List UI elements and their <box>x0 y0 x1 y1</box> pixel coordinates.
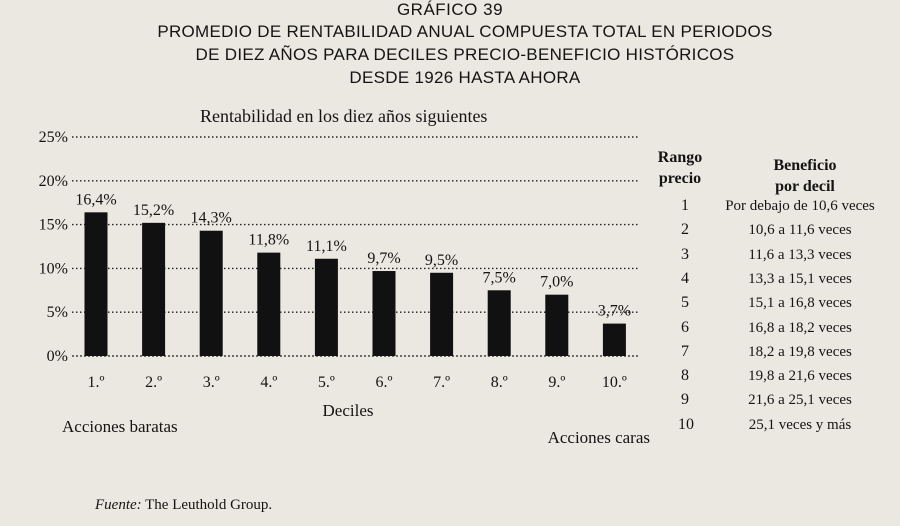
annotation-expensive-stocks: Acciones caras <box>548 428 650 447</box>
range-header-line-1: Beneficio <box>773 157 837 174</box>
bar-value-label: 3,7% <box>598 303 631 320</box>
source-text: The Leuthold Group. <box>145 497 273 513</box>
x-tick-label: 2.º <box>145 374 162 391</box>
bar-value-label: 9,7% <box>367 250 400 267</box>
bar <box>257 252 281 356</box>
chart-title-line-1: PROMEDIO DE RENTABILIDAD ANUAL COMPUESTA… <box>157 22 773 41</box>
bar <box>314 258 338 356</box>
bar-value-label: 7,5% <box>483 269 516 286</box>
y-tick-label: 15% <box>39 217 68 234</box>
legend-range: 13,3 a 15,1 veces <box>748 270 852 287</box>
x-tick-label: 8.º <box>491 374 508 391</box>
bar-value-label: 11,1% <box>306 238 347 255</box>
bar <box>487 290 511 356</box>
rank-header-line-2: precio <box>658 170 702 187</box>
x-tick-label: 5.º <box>318 374 335 391</box>
legend-rank: 7 <box>681 342 689 360</box>
x-tick-label: 6.º <box>376 374 393 391</box>
x-tick-label: 9.º <box>548 374 565 391</box>
bar-value-label: 14,3% <box>191 210 232 227</box>
x-tick-label: 3.º <box>203 374 220 391</box>
x-tick-label: 1.º <box>88 374 105 391</box>
legend-rank: 8 <box>681 367 689 385</box>
legend-range: 16,8 a 18,2 veces <box>748 319 852 336</box>
source-note: Fuente: The Leuthold Group. <box>95 497 272 514</box>
bar <box>602 323 626 356</box>
legend-rank: 5 <box>681 294 689 312</box>
y-tick-label: 10% <box>39 260 68 277</box>
y-tick-label: 25% <box>39 129 68 146</box>
y-tick-label: 20% <box>39 173 68 190</box>
annotation-cheap-stocks: Acciones baratas <box>62 417 178 436</box>
legend-range: Por debajo de 10,6 veces <box>725 198 875 214</box>
x-tick-label: 7.º <box>433 374 450 391</box>
legend-range: 10,6 a 11,6 veces <box>748 222 852 239</box>
y-tick-label: 5% <box>47 304 68 321</box>
chart-title-line-3: DESDE 1926 HASTA AHORA <box>349 68 581 87</box>
legend-range: 15,1 a 16,8 veces <box>748 295 852 312</box>
range-header-line-2: por decil <box>775 178 835 195</box>
x-axis-label: Deciles <box>323 401 374 420</box>
x-tick-label: 10.º <box>602 374 627 391</box>
legend-range: 25,1 veces y más <box>748 416 852 433</box>
bar-value-label: 7,0% <box>540 274 573 291</box>
bar-value-label: 9,5% <box>425 252 458 269</box>
legend-rank: 6 <box>681 318 689 336</box>
legend-rank: 10 <box>678 415 694 433</box>
x-tick-label: 4.º <box>260 374 277 391</box>
legend-rank: 2 <box>681 221 689 239</box>
legend-range: 19,8 a 21,6 veces <box>748 368 852 385</box>
legend-rank: 1 <box>681 197 689 214</box>
rank-column-header: Rango precio <box>650 147 710 189</box>
legend-rank: 3 <box>681 245 689 263</box>
bar <box>199 230 223 356</box>
chart-subtitle: Rentabilidad en los diez años siguientes <box>200 106 488 126</box>
legend-range: 21,6 a 25,1 veces <box>748 392 852 409</box>
bar <box>372 271 396 356</box>
bar <box>430 272 454 356</box>
rank-header-line-1: Rango <box>657 149 703 166</box>
legend-range: 11,6 a 13,3 veces <box>748 246 852 263</box>
bar-value-label: 16,4% <box>75 191 116 208</box>
bar-value-label: 15,2% <box>133 202 174 219</box>
legend-rank: 9 <box>681 391 689 409</box>
legend-range: 18,2 a 19,8 veces <box>748 343 852 360</box>
y-tick-label: 0% <box>47 348 68 365</box>
chart-title-line-2: DE DIEZ AÑOS PARA DECILES PRECIO-BENEFIC… <box>195 45 735 64</box>
bar <box>84 212 108 356</box>
bar <box>142 222 166 356</box>
range-column-header: Beneficio por decil <box>750 155 860 197</box>
legend-rank: 4 <box>681 269 689 287</box>
bar <box>545 294 569 356</box>
figure-number: GRÁFICO 39 <box>396 0 504 19</box>
bar-value-label: 11,8% <box>248 232 289 249</box>
source-label: Fuente: <box>95 497 142 513</box>
